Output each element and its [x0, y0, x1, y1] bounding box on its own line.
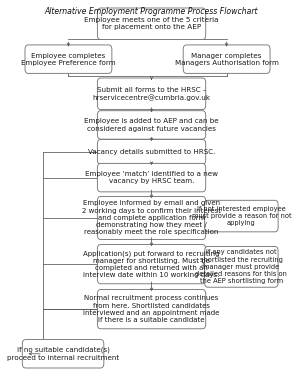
Text: Employee meets one of the 5 criteria
for placement onto the AEP: Employee meets one of the 5 criteria for…: [84, 17, 219, 30]
FancyBboxPatch shape: [97, 245, 206, 284]
FancyBboxPatch shape: [97, 140, 206, 164]
Text: Employee completes
Employee Preference form: Employee completes Employee Preference f…: [21, 52, 116, 66]
FancyBboxPatch shape: [97, 78, 206, 110]
FancyBboxPatch shape: [97, 290, 206, 329]
Text: Employee ‘match’ identified to a new
vacancy by HRSC team.: Employee ‘match’ identified to a new vac…: [85, 171, 218, 184]
Text: Employee is added to AEP and can be
considered against future vacancies: Employee is added to AEP and can be cons…: [84, 118, 219, 132]
Text: If no suitable candidate(s)
proceed to internal recruitment: If no suitable candidate(s) proceed to i…: [7, 347, 119, 361]
Text: Employee informed by email and given
2 working days to confirm their interest
an: Employee informed by email and given 2 w…: [82, 200, 221, 235]
Text: If not interested employee
must provide a reason for not
applying: If not interested employee must provide …: [192, 206, 291, 226]
Text: If any candidates not
shortlisted the recruiting
manager must provide
detailed r: If any candidates not shortlisted the re…: [195, 249, 287, 284]
FancyBboxPatch shape: [25, 45, 112, 73]
FancyBboxPatch shape: [97, 196, 206, 240]
FancyBboxPatch shape: [205, 246, 278, 287]
Text: Vacancy details submitted to HRSC.: Vacancy details submitted to HRSC.: [88, 149, 215, 155]
FancyBboxPatch shape: [22, 340, 104, 368]
Text: Normal recruitment process continues
from here. Shortlisted candidates
interview: Normal recruitment process continues fro…: [83, 295, 220, 323]
Text: Submit all forms to the HRSC –
hrservicecentre@cumbria.gov.uk: Submit all forms to the HRSC – hrservice…: [93, 87, 211, 101]
Text: Application(s) put forward to recruiting
manager for shortlisting. Must be
compl: Application(s) put forward to recruiting…: [83, 250, 220, 278]
FancyBboxPatch shape: [183, 45, 270, 73]
FancyBboxPatch shape: [205, 200, 278, 232]
FancyBboxPatch shape: [97, 163, 206, 192]
Text: Manager completes
Managers Authorisation form: Manager completes Managers Authorisation…: [175, 52, 279, 66]
Text: Alternative Employment Programme Process Flowchart: Alternative Employment Programme Process…: [45, 7, 258, 16]
FancyBboxPatch shape: [97, 111, 206, 139]
FancyBboxPatch shape: [97, 8, 206, 39]
